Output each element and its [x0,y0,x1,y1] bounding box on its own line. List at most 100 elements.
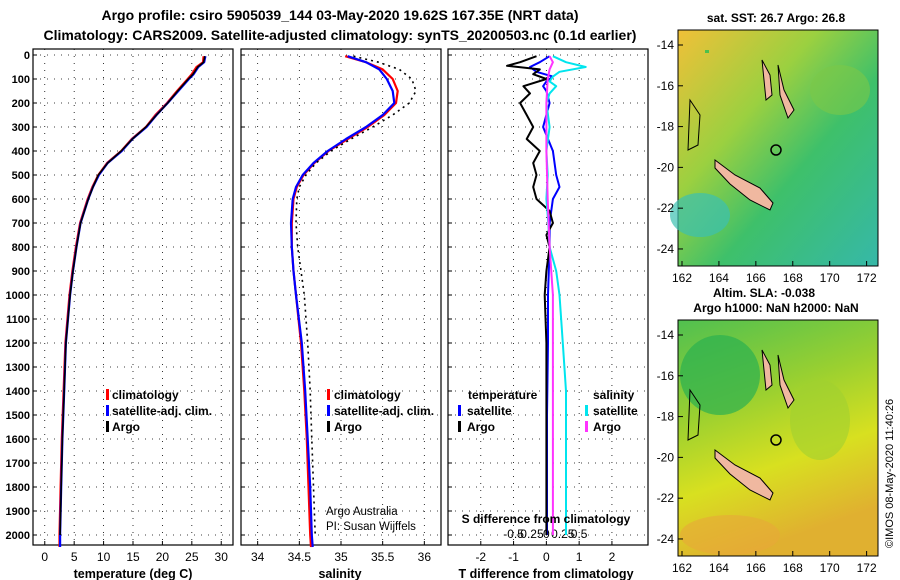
legend-label-t-satellite: satellite [467,404,512,418]
sla-map: Altim. SLA: -0.038 Argo h1000: NaN h2000… [657,286,879,575]
legend-swatch-argo [106,421,109,432]
salinity-ticks: 34 34.5 35 35.5 36 [241,54,431,564]
vanuatu-islands [761,349,795,410]
legend-swatch-t-argo [458,421,461,432]
y-tick-label: 900 [12,266,30,278]
legend-swatch-climatology [106,389,109,400]
salinity-legend: climatology satellite-adj. clim. Argo [327,388,434,434]
y-tick-label: 1900 [6,506,30,518]
sst-map-patch [810,65,870,115]
y-tick-label: 1500 [6,410,30,422]
new-caledonia-island [714,449,774,501]
map-x-tick-label: 170 [820,271,840,285]
x-tick-label: -2 [475,550,486,564]
difference-series [506,55,587,535]
y-tick-label: 1100 [6,314,30,326]
figure-title-line1: Argo profile: csiro 5905039_144 03-May-2… [101,7,578,23]
y-tick-label: 300 [12,122,30,134]
sst-map-patch [670,193,730,237]
argo-depth-title: Argo h1000: NaN h2000: NaN [693,301,858,315]
sla-map-patch [680,335,760,415]
x-tick-label: 10 [97,550,111,564]
map-y-tick-label: -20 [657,160,675,174]
salinity-series [289,55,417,548]
salinity-panel: 34 34.5 35 35.5 36 salinity climatology sate… [240,48,442,580]
temperature-panel: 0100200300400500600700800900100011001200… [6,48,234,580]
map-x-tick-label: 162 [672,271,692,285]
credit-argo-australia: Argo Australia [326,506,398,518]
legend-label-satellite: satellite-adj. clim. [334,404,434,418]
argo-float-marker [770,144,782,156]
legend-swatch-satellite [327,405,330,416]
y-tick-label: 200 [12,98,30,110]
legend-swatch-climatology [327,389,330,400]
salinity-plot-frame [240,48,442,546]
map-x-tick-label: 172 [857,271,877,285]
y-tick-label: 1300 [6,362,30,374]
legend-salinity-header: salinity [593,388,635,402]
reef-outline [687,388,701,441]
y-tick-label: 1800 [6,482,30,494]
map-y-tick-label: -24 [657,532,675,546]
y-tick-label: 100 [12,74,30,86]
sla-map-title: Altim. SLA: -0.038 [713,286,815,300]
y-tick-label: 1200 [6,338,30,350]
y-tick-label: 600 [12,194,30,206]
salinity-grid [241,49,441,545]
legend-label-s-satellite: satellite [593,404,638,418]
legend-swatch-satellite [106,405,109,416]
map-x-tick-label: 166 [746,561,766,575]
legend-swatch-argo [327,421,330,432]
sla-map-ticks: 162 164 166 168 170 172 -14 -16 -18 -20 -22 -24 [657,328,877,575]
series-line-t-argo [506,55,554,535]
imos-credit: ©IMOS 08-May-2020 11:40:26 [884,399,896,548]
y-tick-label: 1000 [6,290,30,302]
sla-map-patch [680,515,780,555]
map-x-tick-label: 170 [820,561,840,575]
legend-swatch-t-satellite [458,405,461,416]
s-tick-label: 0.25 [551,527,575,541]
map-y-tick-label: -16 [657,79,675,93]
argo-float-marker [770,434,782,446]
reef-outline [687,98,701,151]
series-line-argo [59,56,206,536]
series-line-s-argo [545,55,554,535]
map-y-tick-label: -14 [657,328,675,342]
temperature-series [58,55,207,547]
legend-label-t-argo: Argo [467,420,495,434]
map-y-tick-label: -20 [657,450,675,464]
map-x-tick-label: 164 [709,561,729,575]
legend-label-argo: Argo [334,420,362,434]
map-y-tick-label: -18 [657,410,675,424]
x-tick-label: 30 [215,550,229,564]
legend-swatch-s-satellite [585,405,588,416]
x-tick-label: 25 [185,550,199,564]
map-x-tick-label: 172 [857,561,877,575]
x-tick-label: 2 [609,550,616,564]
temperature-ticks: 0100200300400500600700800900100011001200… [6,50,229,564]
x-tick-label: 5 [71,550,78,564]
sst-map-ticks: 162 164 166 168 170 172 -14 -16 -18 -20 -22 -24 [657,38,877,285]
map-x-tick-label: 162 [672,561,692,575]
y-tick-label: 700 [12,218,30,230]
temperature-plot-frame [32,48,234,546]
legend-label-argo: Argo [112,420,140,434]
map-y-tick-label: -24 [657,242,675,256]
map-y-tick-label: -14 [657,38,675,52]
map-y-tick-label: -18 [657,120,675,134]
map-x-tick-label: 166 [746,271,766,285]
legend-label-climatology: climatology [112,388,179,402]
series-line-satellite-adj-clim- [289,55,396,548]
y-tick-label: 1700 [6,458,30,470]
y-tick-label: 800 [12,242,30,254]
x-tick-label: 35 [334,550,348,564]
map-y-tick-label: -22 [657,201,675,215]
s-tick-label: 0.5 [571,527,588,541]
salinity-x-label: salinity [318,567,361,580]
sla-map-patch [790,380,850,460]
x-tick-label: 20 [156,550,170,564]
figure-title-line2: Climatology: CARS2009. Satellite-adjuste… [44,27,637,43]
legend-swatch-s-argo [585,421,588,432]
map-x-tick-label: 168 [783,271,803,285]
